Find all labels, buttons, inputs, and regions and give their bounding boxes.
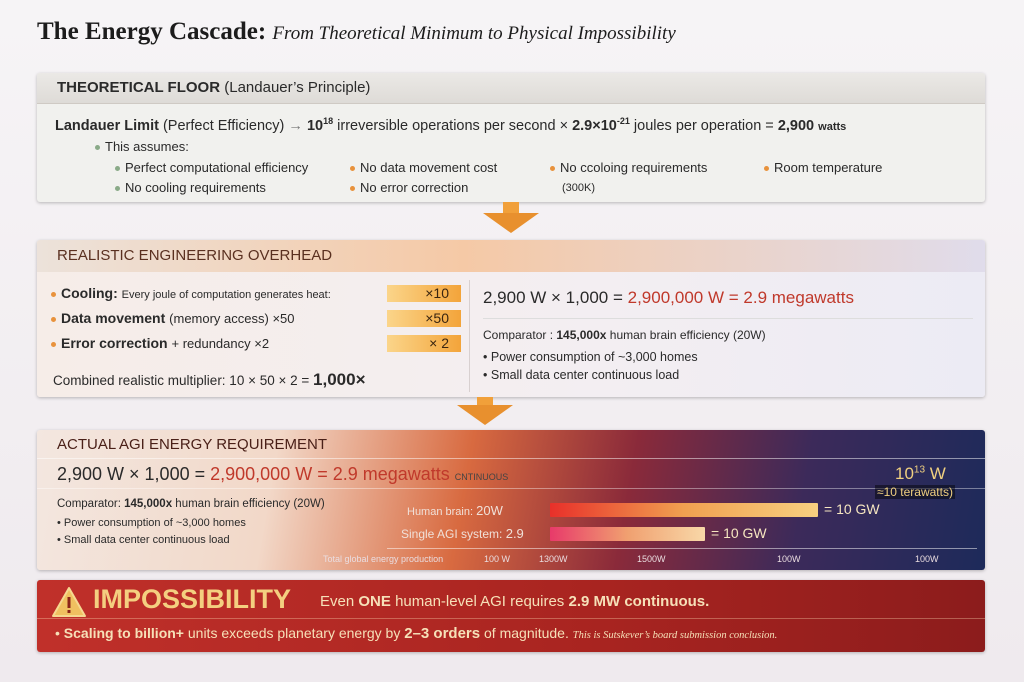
x-axis-label: Total global energy production xyxy=(323,554,444,564)
panel-header: ACTUAL AGI ENERGY REQUIREMENT xyxy=(57,436,328,453)
factor-error-correction: Error correction + redundancy ×2 xyxy=(51,335,269,351)
tick-label: 1300W xyxy=(539,554,568,564)
bar-label: Single AGI system: 2.9 xyxy=(401,526,524,541)
landauer-equation: Landauer Limit (Perfect Efficiency) → 10… xyxy=(55,116,847,134)
factor-data-movement: Data movement (memory access) ×50 xyxy=(51,310,295,326)
combined-multiplier: Combined realistic multiplier: 10 × 50 ×… xyxy=(53,370,366,389)
tick-label: 100W xyxy=(915,554,939,564)
assumption: No error correction xyxy=(360,180,469,195)
bar-end-label: = 10 GW xyxy=(824,501,880,517)
global-energy-note: ≈10 terawatts) xyxy=(875,485,955,499)
assumption: No data movement cost xyxy=(360,160,498,175)
bar-human-brain xyxy=(550,503,818,517)
page-title: The Energy Cascade: From Theoretical Min… xyxy=(37,18,676,45)
bullet: • Small data center continuous load xyxy=(57,534,230,546)
bullet: • Small data center continuous load xyxy=(483,368,680,382)
global-energy: 1013 W xyxy=(895,464,946,483)
tick-label: 100 W xyxy=(484,554,511,564)
assumes-label: This assumes: xyxy=(95,139,189,154)
impossibility-title: IMPOSSIBILITY xyxy=(93,584,292,614)
factor-cooling: Cooling: Every joule of computation gene… xyxy=(51,285,331,301)
theoretical-floor-panel: THEORETICAL FLOOR (Landauer’s Principle)… xyxy=(37,73,985,202)
bar-end-label: = 10 GW xyxy=(711,525,767,541)
actual-equation: 2,900 W × 1,000 = 2,900,000 W = 2.9 mega… xyxy=(57,464,509,484)
assumption: No cooling requirements xyxy=(125,180,266,195)
assumption: Perfect computational efficiency xyxy=(125,160,309,175)
bullet: • Power consumption of ~3,000 homes xyxy=(483,350,698,364)
bar-label: Human brain: 20W xyxy=(407,503,503,518)
impossibility-panel: IMPOSSIBILITY Even ONE human-level AGI r… xyxy=(37,580,985,652)
multiplier-tag: ×10 xyxy=(387,285,461,302)
tick-label: 1500W xyxy=(637,554,666,564)
actual-requirement-panel: ACTUAL AGI ENERGY REQUIREMENT 2,900 W × … xyxy=(37,430,985,570)
bar-single-agi xyxy=(550,527,705,541)
overhead-equation: 2,900 W × 1,000 = 2,900,000 W = 2.9 mega… xyxy=(483,288,854,307)
engineering-overhead-panel: REALISTIC ENGINEERING OVERHEAD Cooling: … xyxy=(37,240,985,397)
bullet: • Power consumption of ~3,000 homes xyxy=(57,517,246,529)
arrow-down-icon xyxy=(457,405,513,425)
assumption: Room temperature xyxy=(774,160,883,175)
panel-header: THEORETICAL FLOOR (Landauer’s Principle) xyxy=(37,73,985,104)
multiplier-tag: × 2 xyxy=(387,335,461,352)
impossibility-line-1: Even ONE human-level AGI requires 2.9 MW… xyxy=(320,593,710,610)
assumption: No ccoloing requirements xyxy=(560,160,708,175)
warning-icon xyxy=(52,587,86,617)
x-axis xyxy=(387,548,977,549)
panel-header: REALISTIC ENGINEERING OVERHEAD xyxy=(37,240,985,272)
arrow-icon xyxy=(503,202,519,214)
arrow-down-icon xyxy=(483,213,539,233)
comparator: Comparator: 145,000x human brain efficie… xyxy=(57,498,325,510)
tick-label: 100W xyxy=(777,554,801,564)
multiplier-tag: ×50 xyxy=(387,310,461,327)
comparator: Comparator : 145,000x human brain effici… xyxy=(483,328,766,342)
assumption: (300K) xyxy=(562,182,596,194)
impossibility-line-2: • Scaling to billion+ units exceeds plan… xyxy=(55,625,778,642)
